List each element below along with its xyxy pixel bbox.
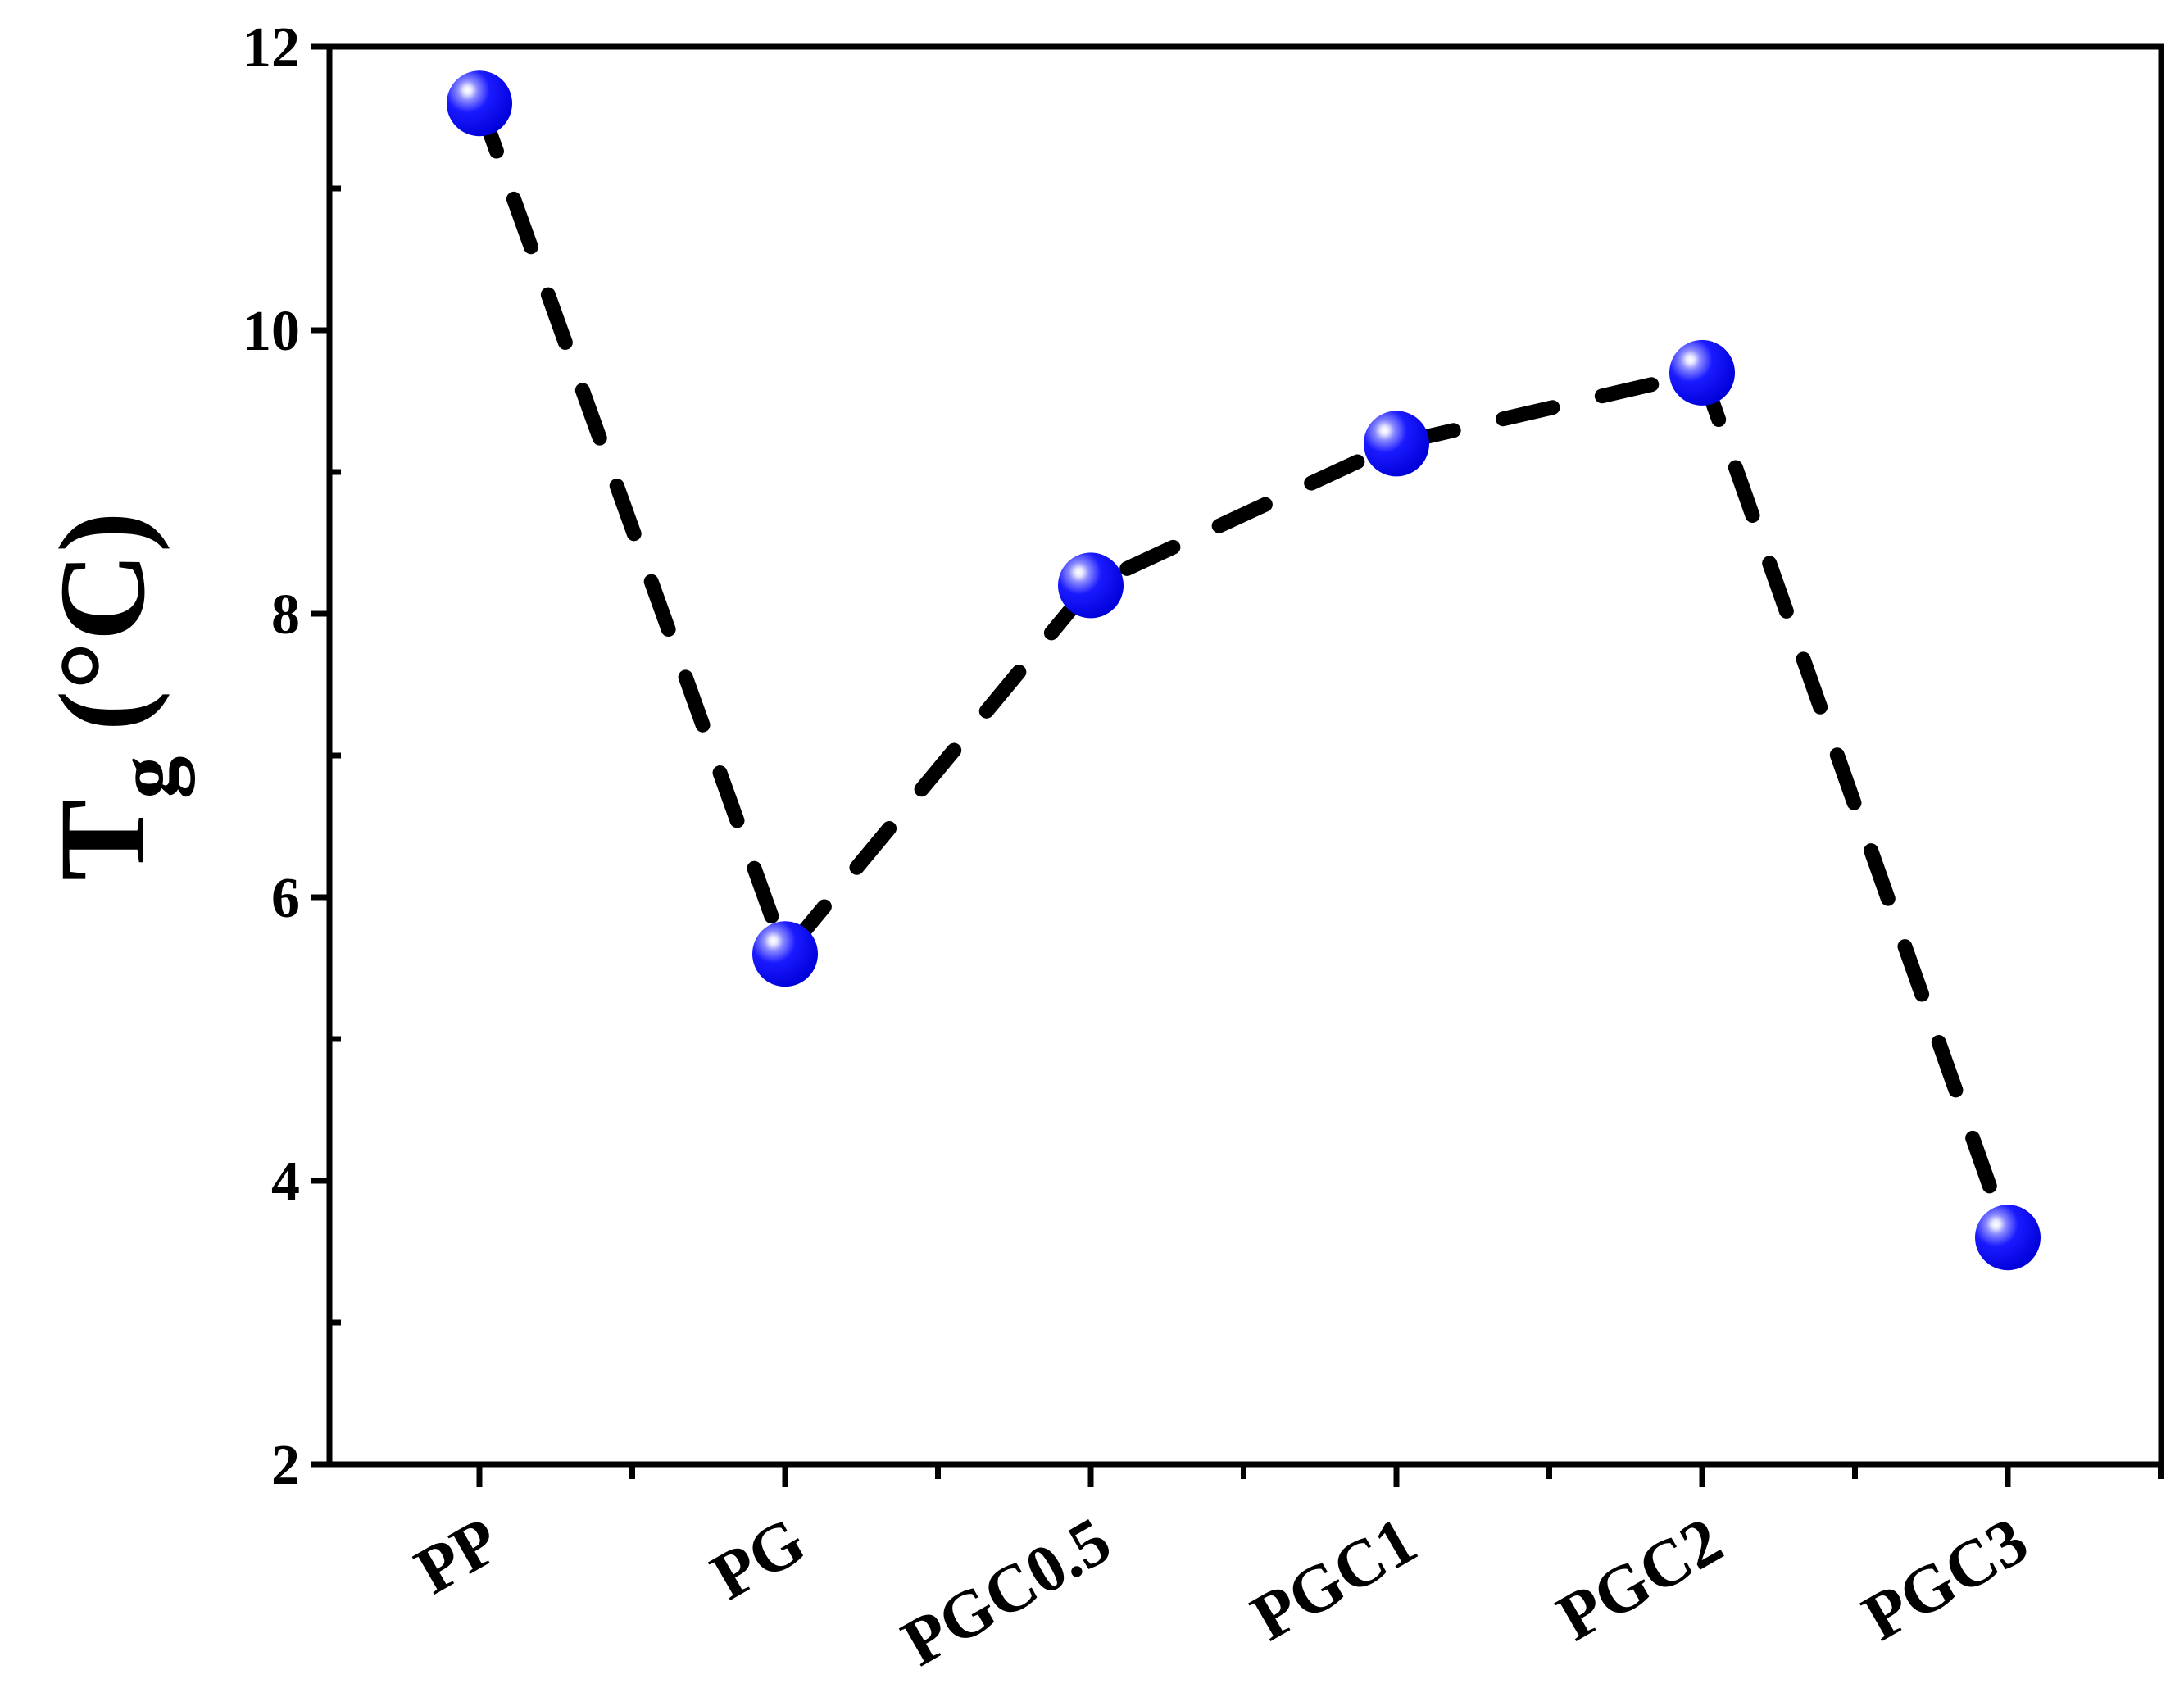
y-axis-title-unit: (°C) bbox=[34, 511, 170, 731]
y-tick-label: 4 bbox=[271, 1150, 300, 1214]
y-axis-title-sub: g bbox=[99, 756, 195, 799]
x-tick-label: PGC2 bbox=[1545, 1503, 1734, 1655]
plot-frame bbox=[326, 43, 2164, 1468]
data-point-pgc1 bbox=[1364, 411, 1429, 477]
y-axis-title-main: T bbox=[34, 799, 170, 881]
plot-border bbox=[326, 43, 2164, 1468]
data-point-pgc0-5 bbox=[1058, 552, 1124, 619]
data-point-pgc2 bbox=[1669, 339, 1735, 406]
data-point-pg bbox=[752, 921, 818, 987]
y-tick-label: 10 bbox=[243, 300, 300, 363]
series-line bbox=[472, 96, 2015, 1246]
x-tick-labels: PP PG PGC0.5 PGC1 PGC2 PGC3 bbox=[403, 1503, 2040, 1681]
y-tick-label: 2 bbox=[271, 1434, 300, 1497]
x-tick-label: PP bbox=[403, 1503, 511, 1609]
series-line-group bbox=[472, 96, 2015, 1246]
data-point-pp bbox=[447, 70, 512, 137]
y-tick-labels: 2 4 6 8 10 12 bbox=[243, 16, 300, 1497]
y-tick-label: 8 bbox=[271, 583, 300, 647]
axis-ticks bbox=[311, 43, 2164, 1487]
y-tick-label: 12 bbox=[243, 16, 300, 79]
x-tick-label: PGC1 bbox=[1239, 1503, 1428, 1655]
y-axis-title: Tg (°C) bbox=[34, 511, 195, 881]
y-tick-label: 6 bbox=[271, 867, 300, 930]
x-tick-label: PG bbox=[699, 1503, 817, 1614]
markers-group bbox=[447, 70, 2041, 1271]
data-point-pgc3 bbox=[1975, 1205, 2041, 1271]
x-tick-label: PGC3 bbox=[1850, 1503, 2040, 1655]
x-tick-label: PGC0.5 bbox=[890, 1503, 1123, 1681]
